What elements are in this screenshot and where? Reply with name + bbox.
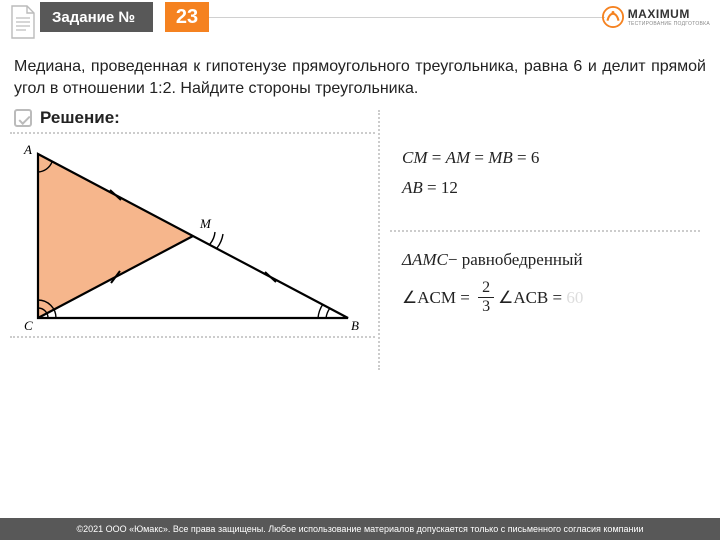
var: ΔAMC xyxy=(402,250,448,270)
header: Задание № 23 MAXIMUM ТЕСТИРОВАНИЕ ПОДГОТ… xyxy=(0,0,720,40)
logo-text-wrap: MAXIMUM ТЕСТИРОВАНИЕ ПОДГОТОВКА xyxy=(628,7,710,27)
faded-value: 60 xyxy=(566,288,583,308)
logo-subtext: ТЕСТИРОВАНИЕ ПОДГОТОВКА xyxy=(628,21,710,27)
math-line-3: ΔAMC − равнобедренный xyxy=(402,250,583,270)
header-divider xyxy=(209,17,605,18)
dotted-line xyxy=(378,110,380,370)
text: − равнобедренный xyxy=(448,250,583,270)
var: ∠ACM xyxy=(402,288,456,308)
triangle-figure: A C B M xyxy=(18,140,368,335)
math-block: CM = AM = MB = 6 AB = 12 ΔAMC − равнобед… xyxy=(402,148,583,325)
denominator: 3 xyxy=(482,298,490,315)
dotted-line xyxy=(10,336,375,338)
vertex-c: C xyxy=(24,318,33,334)
footer: ©2021 ООО «Юмакс». Все права защищены. Л… xyxy=(0,518,720,540)
math-line-4: ∠ACM = 2 3 ∠ACB = 60 xyxy=(402,280,583,315)
solution-header: Решение: xyxy=(14,108,120,128)
logo-text: MAXIMUM xyxy=(628,7,710,21)
numerator: 2 xyxy=(478,280,494,298)
var: ∠ACB xyxy=(498,288,548,308)
val: 6 xyxy=(531,148,540,168)
fraction: 2 3 xyxy=(478,280,494,315)
math-line-2: AB = 12 xyxy=(402,178,583,198)
check-icon xyxy=(14,109,32,127)
task-title: Задание № xyxy=(40,2,153,32)
logo-icon xyxy=(602,6,624,28)
document-icon xyxy=(8,4,38,40)
var: CM xyxy=(402,148,428,168)
var: AB xyxy=(402,178,423,198)
val: 12 xyxy=(441,178,458,198)
solution-label: Решение: xyxy=(40,108,120,128)
vertex-b: B xyxy=(351,318,359,334)
page: Задание № 23 MAXIMUM ТЕСТИРОВАНИЕ ПОДГОТ… xyxy=(0,0,720,540)
var: AM xyxy=(446,148,471,168)
math-line-1: CM = AM = MB = 6 xyxy=(402,148,583,168)
vertex-m: M xyxy=(200,216,211,232)
triangle-svg xyxy=(18,140,368,335)
problem-text: Медиана, проведенная к гипотенузе прямоу… xyxy=(14,56,706,99)
task-number: 23 xyxy=(165,2,209,32)
dotted-line xyxy=(10,132,375,134)
logo: MAXIMUM ТЕСТИРОВАНИЕ ПОДГОТОВКА xyxy=(602,6,710,28)
vertex-a: A xyxy=(24,142,32,158)
var: MB xyxy=(488,148,513,168)
